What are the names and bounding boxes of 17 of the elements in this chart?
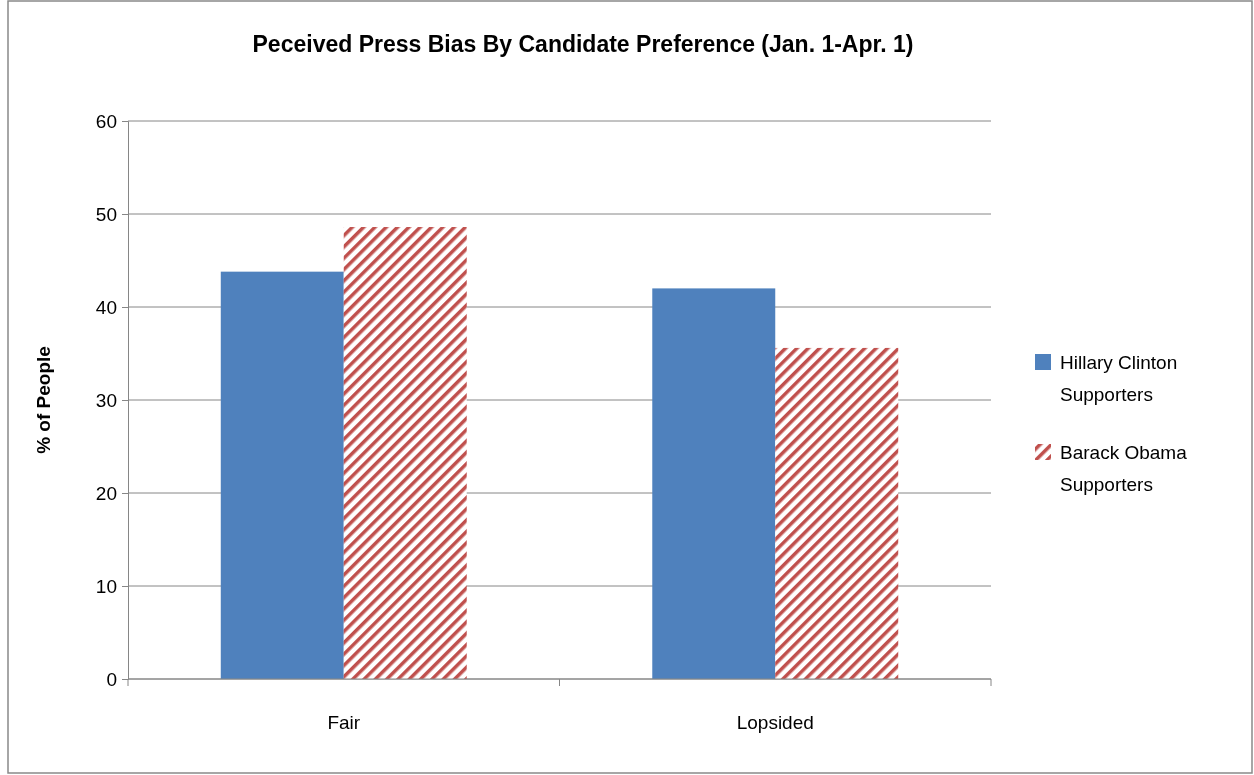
y-tick-label: 0 (106, 668, 117, 690)
bar (220, 271, 344, 679)
x-tick-label: Lopsided (736, 712, 814, 733)
y-tick-label: 50 (95, 203, 117, 225)
bar (343, 227, 467, 679)
bar (652, 288, 776, 679)
legend-label: Barack Obama Supporters (1060, 442, 1188, 495)
legend-label: Hillary Clinton Supporters (1060, 352, 1178, 405)
y-tick-label: 10 (95, 575, 117, 597)
y-tick-label: 60 (95, 110, 117, 132)
y-tick-label: 20 (95, 482, 117, 504)
y-tick-label: 40 (95, 296, 117, 318)
bar (775, 347, 899, 679)
y-axis-title: % of People (33, 346, 54, 454)
y-tick-label: 30 (95, 389, 117, 411)
x-tick-label: Fair (327, 712, 361, 733)
chart-title: Peceived Press Bias By Candidate Preference (Jan. 1-Apr. 1) (252, 31, 914, 57)
